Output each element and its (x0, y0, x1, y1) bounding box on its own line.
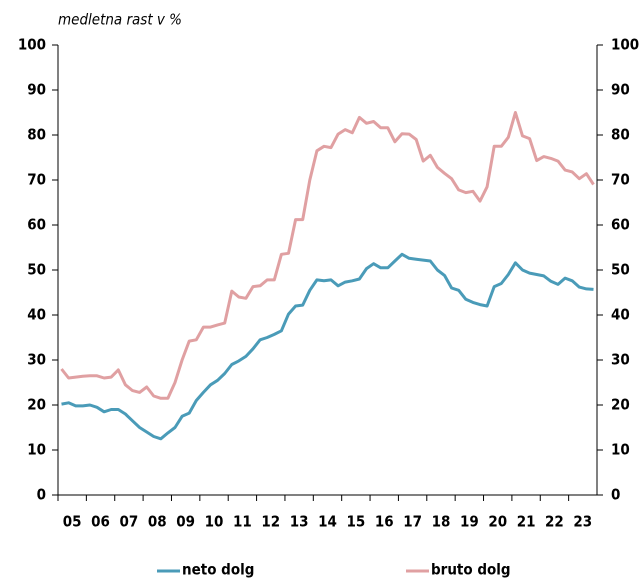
x-tick-label: 14 (318, 513, 337, 531)
y-tick-label: 50 (27, 261, 46, 279)
x-tick-label: 07 (120, 513, 139, 531)
y-tick-label: 30 (27, 351, 46, 369)
x-tick-label: 09 (176, 513, 195, 531)
x-tick-label: 17 (403, 513, 422, 531)
chart-subtitle: medletna rast v % (58, 11, 182, 29)
y-tick-label: 80 (27, 126, 46, 144)
x-tick-label: 12 (261, 513, 280, 531)
legend-label: bruto dolg (431, 561, 511, 578)
x-tick-label: 23 (573, 513, 592, 531)
y-tick-label: 20 (27, 396, 46, 414)
y-tick-label: 40 (27, 306, 46, 324)
x-tick-label: 21 (517, 513, 536, 531)
y-tick-label: 10 (27, 441, 46, 459)
x-tick-label: 20 (488, 513, 507, 531)
x-tick-label: 13 (290, 513, 309, 531)
x-tick-label: 18 (432, 513, 451, 531)
y2-tick-label: 30 (611, 351, 630, 369)
y2-tick-label: 10 (611, 441, 630, 459)
x-tick-label: 10 (205, 513, 224, 531)
x-tick-label: 16 (375, 513, 394, 531)
y-tick-label: 0 (37, 486, 46, 504)
y2-tick-label: 40 (611, 306, 630, 324)
y2-tick-label: 90 (611, 81, 630, 99)
x-tick-label: 05 (63, 513, 82, 531)
series-line (61, 252, 594, 441)
x-tick-label: 19 (460, 513, 479, 531)
series-line (60, 111, 595, 400)
x-tick-label: 11 (233, 513, 252, 531)
y-tick-label: 90 (27, 81, 46, 99)
legend-label: neto dolg (182, 561, 254, 578)
y2-tick-label: 100 (611, 36, 639, 54)
y2-tick-label: 80 (611, 126, 630, 144)
y-tick-label: 60 (27, 216, 46, 234)
y2-tick-label: 50 (611, 261, 630, 279)
y-tick-label: 70 (27, 171, 46, 189)
y2-tick-label: 0 (611, 486, 620, 504)
y-tick-label: 100 (18, 36, 46, 54)
x-tick-label: 15 (346, 513, 365, 531)
y2-tick-label: 70 (611, 171, 630, 189)
x-tick-label: 22 (545, 513, 564, 531)
y2-tick-label: 60 (611, 216, 630, 234)
y2-tick-label: 20 (611, 396, 630, 414)
x-tick-label: 08 (148, 513, 167, 531)
x-tick-label: 06 (91, 513, 110, 531)
